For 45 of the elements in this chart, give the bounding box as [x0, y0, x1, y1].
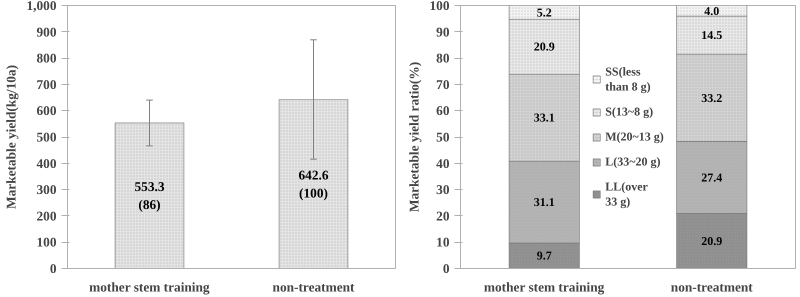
y-axis-title: Marketable yield(kg/10a)	[4, 65, 19, 209]
data-label: 31.1	[534, 195, 555, 210]
legend-label: SS(less than 8 g)	[605, 64, 651, 94]
legend-label: M(20~13 g)	[605, 129, 664, 144]
y-tick-label: 70	[436, 76, 450, 92]
y-tick-label: 800	[36, 50, 57, 66]
x-tick-label: non-treatment	[272, 280, 356, 294]
y-tick-label: 100	[36, 234, 57, 250]
y-tick-label: 200	[36, 208, 57, 224]
y-tick-label: 0	[50, 261, 57, 276]
data-label: 27.4	[701, 170, 722, 184]
legend-label: LL(over 33 g)	[605, 179, 648, 209]
data-label: 20.9	[701, 234, 722, 248]
data-label: 33.1	[534, 110, 555, 125]
y-tick-label: 0	[442, 261, 450, 276]
x-tick-label: non-treatment	[670, 280, 754, 294]
legend-label: L(33~20 g)	[605, 154, 660, 169]
x-tick-label: mother stem training	[89, 280, 210, 294]
y-tick-label: 700	[36, 76, 57, 92]
data-label: 9.7	[536, 248, 552, 263]
y-tick-label: 40	[436, 156, 450, 171]
data-label: 33.2	[701, 90, 722, 105]
y-axis-title: Marketable yield ratio(%)	[406, 62, 422, 212]
y-tick-label: 20	[436, 208, 450, 224]
y-tick-label: 80	[436, 50, 450, 66]
data-label: 20.9	[534, 40, 555, 54]
y-tick-label: 400	[36, 156, 57, 171]
y-tick-label: 500	[36, 130, 57, 144]
y-tick-label: 30	[436, 182, 450, 198]
y-tick-label: 600	[36, 103, 57, 118]
y-tick-label: 1,000	[26, 0, 57, 13]
data-label: 5.2	[536, 5, 552, 20]
data-label: 14.5	[701, 28, 722, 42]
y-tick-label: 90	[436, 24, 450, 40]
y-tick-label: 900	[36, 24, 57, 40]
y-tick-label: 100	[430, 0, 450, 13]
data-label: 4.0	[704, 4, 720, 18]
y-tick-label: 10	[436, 234, 450, 250]
y-tick-label: 50	[436, 130, 450, 144]
data-label: 553.3 (86)	[134, 179, 165, 212]
y-tick-label: 300	[36, 182, 57, 198]
y-tick-label: 60	[436, 103, 450, 118]
legend-label: S(13~8 g)	[605, 104, 654, 119]
data-label: 642.6 (100)	[298, 168, 329, 200]
x-tick-label: mother stem training	[484, 280, 605, 294]
